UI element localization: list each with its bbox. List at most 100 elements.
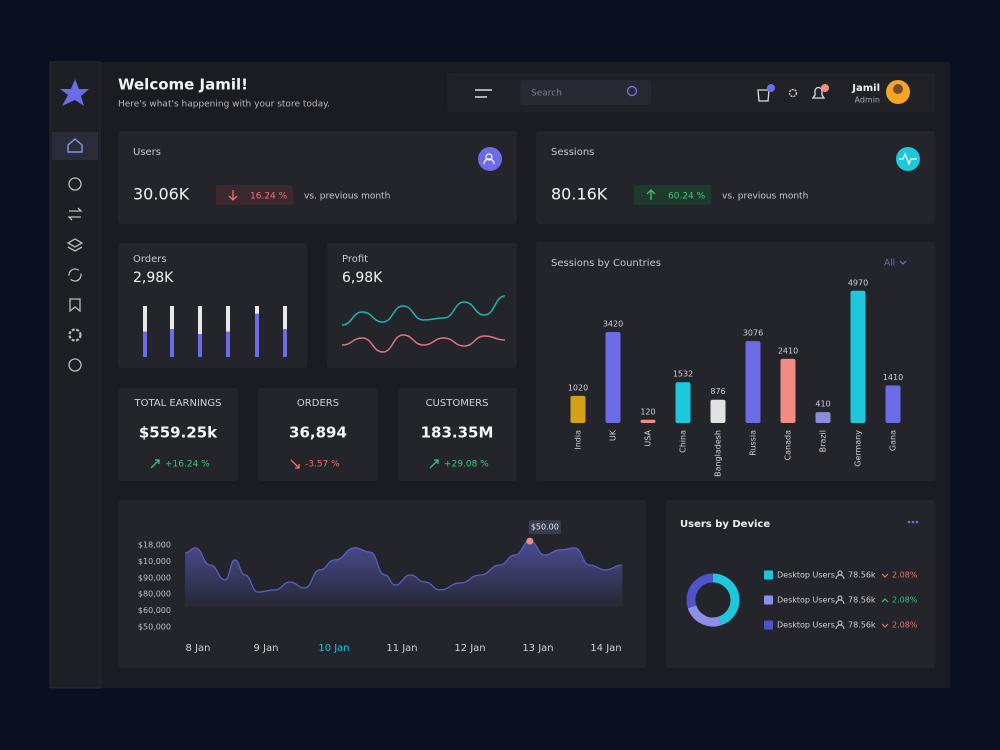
donut-segment [686,573,714,609]
kpi-compare: vs. previous month [304,192,390,202]
sidebar [49,61,101,689]
x-tick-label: Germany [854,430,863,467]
search-icon[interactable] [626,85,638,97]
card-value: 6,98K [342,270,383,286]
x-tick-label: Bangladesh [714,430,723,477]
stat-value: 36,894 [289,424,347,442]
highlight-point [526,537,534,545]
user-role: Admin [855,96,881,105]
welcome-subtitle: Here's what's happening with your store … [118,100,330,110]
legend-swatch [764,595,773,605]
bar [815,412,831,423]
bar [885,385,901,423]
kpi-value: 30.06K [133,185,190,204]
bar [570,395,586,423]
x-tick-label: Canada [784,430,793,461]
x-tick-label: Gana [889,430,898,451]
card-label: Orders [133,254,167,265]
change-badge [216,185,293,205]
stat-value: 183.35M [421,424,494,442]
x-tick-label: 11 Jan [386,643,417,654]
x-tick-label: Russia [749,430,758,456]
kpi-glyph [483,153,495,165]
cart-icon[interactable] [757,89,770,102]
y-tick-label: $18,000 [138,541,171,550]
trend-icon [290,459,300,469]
trend-icon [429,459,439,469]
bar [605,332,621,423]
bar [850,290,866,423]
search-box[interactable] [521,80,651,105]
settings-icon[interactable] [68,328,82,342]
profile-icon[interactable] [68,177,82,191]
stat-label: TOTAL EARNINGS [133,398,221,409]
x-tick-label: 8 Jan [186,643,211,654]
cart-badge [767,84,775,92]
avatar-face [893,84,903,94]
kpi-compare: vs. previous month [722,192,808,202]
theme-icon[interactable] [788,88,798,98]
stat-label: ORDERS [297,398,339,409]
tooltip [528,520,561,535]
x-tick-label: 9 Jan [254,643,279,654]
card [536,131,935,224]
x-tick-label: 10 Jan [318,643,349,654]
legend-swatch [764,620,773,630]
more-menu[interactable] [907,520,919,524]
bar [143,331,147,357]
bar [780,358,796,423]
donut-segment [712,573,740,626]
refresh-icon[interactable] [68,268,82,282]
value-label: 1410 [883,373,903,382]
user-icon [835,620,845,630]
y-tick-label: $90,000 [138,573,171,582]
change-badge [634,185,711,205]
stat-change: +16.24 % [165,460,210,470]
kpi-icon [896,147,920,171]
y-tick-label: $80,000 [138,590,171,599]
bell-icon[interactable] [811,86,826,99]
legend-change: 2.08% [892,596,918,605]
sparkline [341,334,506,353]
layers-icon[interactable] [66,238,84,252]
trend-chevron [881,623,889,628]
chart-filter: All [884,259,895,269]
filter-chevron[interactable] [899,260,907,265]
card [258,388,378,481]
card [118,388,238,481]
x-tick-label: USA [644,429,653,446]
legend-swatch [764,570,773,580]
sparkline [341,295,506,326]
y-tick-label: $50,000 [138,623,171,632]
x-tick-label: Brazil [819,430,828,452]
legend-users: 78.56k [848,596,876,605]
transfer-icon[interactable] [67,207,83,221]
value-label: 4970 [848,278,868,287]
stat-label: CUSTOMERS [426,398,489,409]
bar [675,382,691,423]
card [398,388,517,481]
kpi-label: Users [133,147,161,158]
trend-chevron [881,573,889,578]
trend-chevron [881,598,889,603]
menu-icon[interactable] [475,89,492,98]
home-icon[interactable] [67,138,83,153]
bar [283,328,287,357]
info-icon[interactable] [68,358,82,372]
legend-change: 2.08% [892,571,918,580]
x-tick-label: 13 Jan [522,643,553,654]
user-name: Jamil [851,83,880,94]
sidebar-active[interactable] [52,132,98,160]
card-value: 2,98K [133,270,174,286]
chart-title: Sessions by Countries [551,258,661,269]
legend-label: Desktop Users [777,596,835,605]
value-label: 120 [640,407,655,416]
kpi-change: 60.24 % [668,192,706,202]
stat-change: -3.57 % [305,460,340,470]
bookmark-icon[interactable] [69,298,81,313]
dot [907,520,911,524]
x-tick-label: 12 Jan [454,643,485,654]
user-icon [835,570,845,580]
value-label: 876 [710,387,725,396]
value-label: 1532 [673,370,693,379]
